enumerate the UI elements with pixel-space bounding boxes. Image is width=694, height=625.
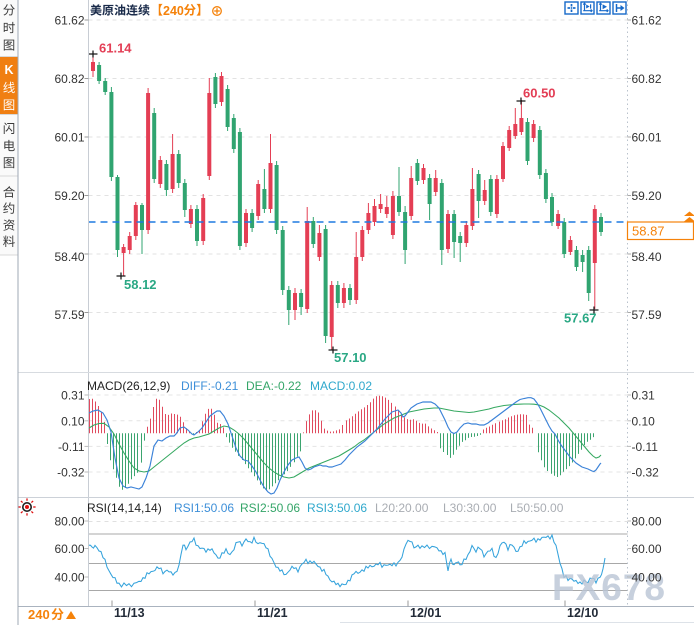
svg-text:DEA:-0.22: DEA:-0.22 [246, 379, 302, 393]
svg-text:RSI3:50.06: RSI3:50.06 [307, 501, 367, 515]
svg-text:DIFF:-0.21: DIFF:-0.21 [181, 379, 239, 393]
svg-text:12/01: 12/01 [410, 606, 441, 620]
svg-text:57.67: 57.67 [564, 311, 597, 326]
svg-text:57.59: 57.59 [632, 308, 662, 322]
svg-text:58.87: 58.87 [632, 224, 665, 239]
svg-text:12/10: 12/10 [567, 606, 598, 620]
svg-text:0.31: 0.31 [61, 389, 85, 403]
svg-text:FX678: FX678 [552, 567, 666, 608]
svg-text:59.20: 59.20 [54, 189, 84, 203]
svg-text:L30:30.00: L30:30.00 [443, 501, 497, 515]
svg-text:57.59: 57.59 [54, 308, 84, 322]
svg-text:60.01: 60.01 [54, 131, 84, 145]
svg-text:57.10: 57.10 [334, 350, 367, 365]
svg-text:60.50: 60.50 [523, 86, 556, 101]
svg-text:240: 240 [163, 4, 184, 18]
svg-text:60.00: 60.00 [54, 542, 84, 556]
svg-text:240: 240 [28, 607, 50, 622]
svg-text:58.40: 58.40 [632, 250, 662, 264]
svg-text:K: K [4, 63, 13, 77]
svg-text:59.20: 59.20 [632, 189, 662, 203]
svg-text:RSI1:50.06: RSI1:50.06 [174, 501, 234, 515]
svg-text:40.00: 40.00 [54, 571, 84, 585]
svg-text:-0.32: -0.32 [632, 466, 660, 480]
svg-text:MACD(26,12,9): MACD(26,12,9) [87, 379, 170, 393]
svg-text:60.01: 60.01 [632, 131, 662, 145]
svg-text:11/13: 11/13 [114, 606, 145, 620]
svg-text:-0.11: -0.11 [58, 440, 85, 454]
svg-text:11/21: 11/21 [257, 606, 288, 620]
svg-text:60.82: 60.82 [632, 72, 662, 86]
svg-text:-0.11: -0.11 [632, 440, 659, 454]
svg-text:80.00: 80.00 [54, 515, 84, 529]
svg-text:58.12: 58.12 [124, 277, 157, 292]
svg-text:60.82: 60.82 [54, 72, 84, 86]
svg-text:0.10: 0.10 [632, 414, 656, 428]
svg-text:58.40: 58.40 [54, 250, 84, 264]
svg-text:-0.32: -0.32 [57, 466, 85, 480]
svg-text:61.62: 61.62 [632, 14, 662, 28]
svg-text:0.10: 0.10 [61, 414, 85, 428]
svg-text:L50:50.00: L50:50.00 [510, 501, 564, 515]
svg-text:L20:20.00: L20:20.00 [375, 501, 429, 515]
svg-text:MACD:0.02: MACD:0.02 [310, 379, 372, 393]
svg-text:80.00: 80.00 [632, 515, 662, 529]
svg-text:60.00: 60.00 [632, 542, 662, 556]
svg-text:RSI(14,14,14): RSI(14,14,14) [87, 501, 162, 515]
svg-text:40.00: 40.00 [632, 571, 662, 585]
svg-text:61.14: 61.14 [99, 41, 132, 56]
svg-text:0.31: 0.31 [632, 389, 656, 403]
svg-text:RSI2:50.06: RSI2:50.06 [240, 501, 300, 515]
svg-text:61.62: 61.62 [54, 14, 84, 28]
